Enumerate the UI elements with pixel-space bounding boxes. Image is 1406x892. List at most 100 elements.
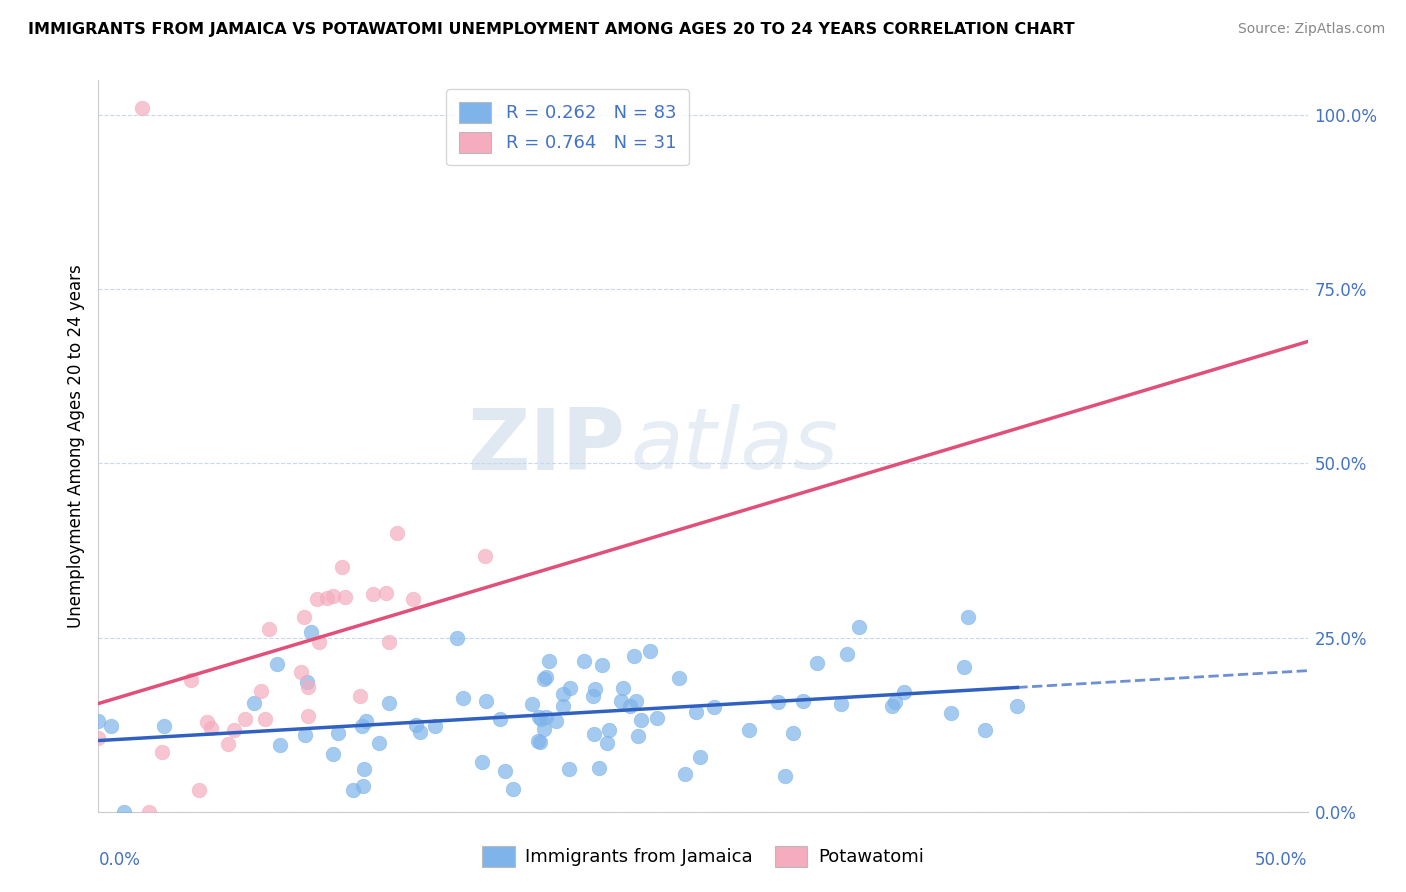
Point (522, 697, 544, 711)
Point (588, 761, 610, 775)
Point (297, 709, 319, 723)
Point (553, 699, 575, 714)
Point (703, 699, 725, 714)
Point (624, 694, 647, 708)
Point (266, 657, 288, 672)
Point (689, 750, 711, 764)
Point (195, 714, 218, 729)
Point (349, 689, 371, 703)
Point (474, 549, 496, 564)
Point (582, 727, 605, 741)
Point (451, 691, 474, 706)
Point (883, 695, 905, 709)
Point (250, 684, 273, 698)
Text: 50.0%: 50.0% (1256, 851, 1308, 869)
Point (305, 592, 328, 607)
Point (423, 718, 446, 732)
Point (335, 590, 357, 604)
Point (685, 705, 707, 719)
Point (354, 714, 377, 729)
Y-axis label: Unemployment Among Ages 20 to 24 years: Unemployment Among Ages 20 to 24 years (66, 264, 84, 628)
Point (475, 694, 498, 708)
Point (595, 736, 617, 750)
Point (610, 694, 633, 708)
Point (502, 782, 524, 797)
Point (792, 694, 814, 708)
Point (409, 725, 432, 739)
Point (673, 767, 696, 781)
Point (342, 783, 364, 797)
Legend: R = 0.262   N = 83, R = 0.764   N = 31: R = 0.262 N = 83, R = 0.764 N = 31 (446, 89, 689, 165)
Point (529, 735, 551, 749)
Legend: Immigrants from Jamaica, Potawatomi: Immigrants from Jamaica, Potawatomi (475, 838, 931, 874)
Point (257, 622, 280, 636)
Point (402, 592, 425, 607)
Point (87, 731, 110, 746)
Point (222, 723, 245, 737)
Text: ZIP: ZIP (467, 404, 624, 488)
Point (367, 736, 389, 750)
Point (533, 722, 555, 736)
Point (100, 719, 122, 733)
Point (131, 101, 153, 115)
Point (830, 697, 852, 711)
Point (619, 699, 641, 714)
Point (269, 738, 291, 752)
Point (308, 635, 330, 649)
Point (330, 560, 353, 574)
Point (378, 696, 401, 710)
Point (773, 769, 796, 783)
Point (299, 624, 322, 639)
Point (551, 687, 574, 701)
Point (150, 745, 173, 759)
Point (138, 805, 160, 819)
Point (180, 673, 202, 687)
Point (835, 647, 858, 661)
Point (292, 610, 315, 624)
Point (527, 710, 550, 724)
Point (1007, 699, 1029, 714)
Point (591, 658, 613, 673)
Point (612, 681, 634, 696)
Point (350, 719, 373, 733)
Point (893, 684, 915, 698)
Point (315, 591, 337, 605)
Point (488, 712, 510, 726)
Point (294, 728, 316, 742)
Point (297, 680, 319, 694)
Point (766, 695, 789, 709)
Text: 0.0%: 0.0% (98, 851, 141, 869)
Text: IMMIGRANTS FROM JAMAICA VS POTAWATOMI UNEMPLOYMENT AMONG AGES 20 TO 24 YEARS COR: IMMIGRANTS FROM JAMAICA VS POTAWATOMI UN… (28, 22, 1074, 37)
Point (974, 723, 997, 737)
Point (537, 654, 560, 668)
Point (322, 747, 344, 762)
Point (598, 723, 620, 737)
Point (471, 755, 494, 769)
Point (534, 670, 557, 684)
Point (956, 609, 979, 624)
Point (233, 712, 256, 726)
Point (378, 635, 401, 649)
Point (558, 762, 581, 776)
Point (363, 587, 385, 601)
Point (405, 718, 427, 732)
Point (326, 726, 349, 740)
Point (353, 762, 375, 776)
Point (533, 672, 555, 686)
Point (544, 714, 567, 728)
Point (494, 764, 516, 778)
Point (530, 712, 553, 726)
Point (153, 719, 176, 733)
Point (668, 671, 690, 685)
Point (322, 589, 344, 603)
Point (848, 620, 870, 634)
Point (623, 649, 645, 664)
Point (574, 654, 596, 668)
Text: atlas: atlas (630, 404, 838, 488)
Point (200, 722, 222, 736)
Point (583, 681, 606, 696)
Point (953, 660, 976, 674)
Point (527, 733, 550, 747)
Point (112, 805, 135, 819)
Point (87, 714, 110, 728)
